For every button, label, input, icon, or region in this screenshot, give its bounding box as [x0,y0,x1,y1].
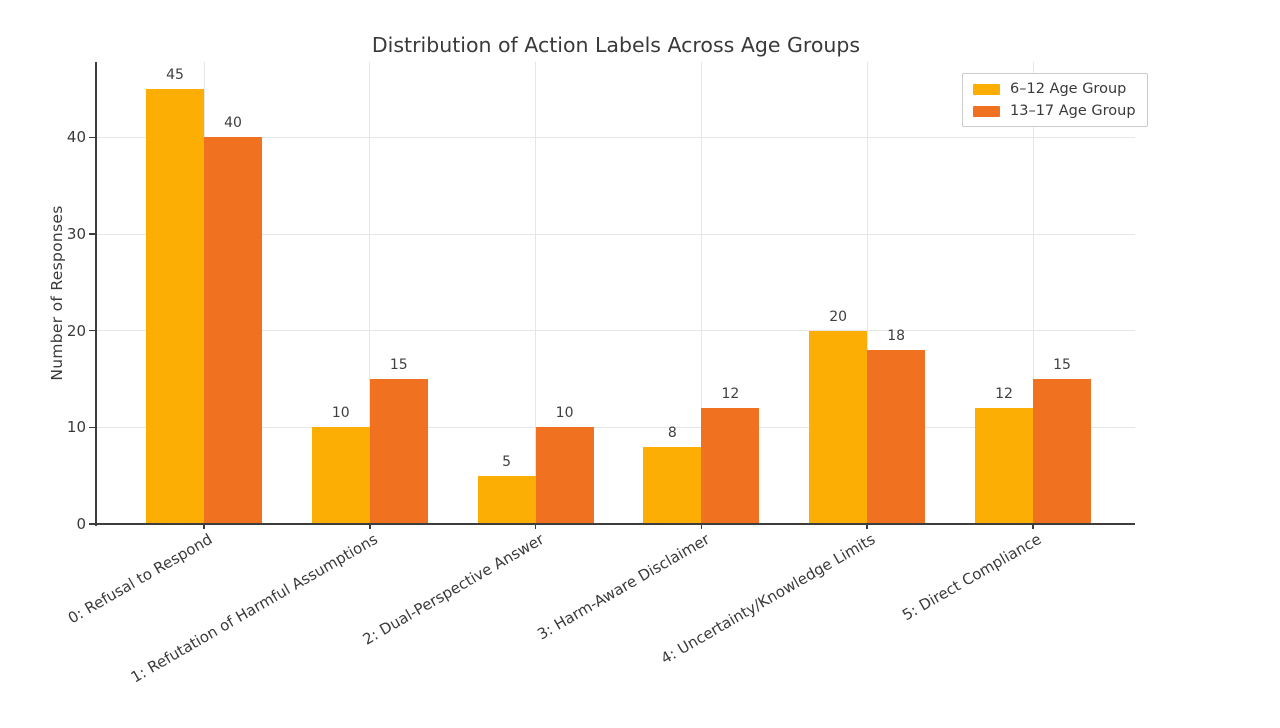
bar-series0-cat0 [146,89,204,524]
bar-value-label: 15 [389,357,408,374]
bar-value-label: 5 [502,453,512,470]
bar-series1-cat3 [701,408,760,524]
y-tick-label: 0 [76,515,86,533]
horizontal-gridline [97,330,1135,332]
bar-series0-cat5 [975,408,1033,524]
legend-label: 13–17 Age Group [1010,103,1136,119]
y-tick-mark [89,426,96,429]
bar-value-label: 10 [331,405,350,422]
x-tick-mark [1032,524,1034,529]
x-tick-label: 3: Harm-Aware Disclaimer [533,530,713,644]
chart-title: Distribution of Action Labels Across Age… [371,33,861,57]
bar-series1-cat2 [535,427,594,524]
bar-series1-cat5 [1033,379,1091,524]
bar-series0-cat3 [643,446,702,524]
bar-series1-cat1 [369,379,428,524]
legend-item: 6–12 Age Group [973,81,1136,97]
bar-series1-cat0 [204,137,262,524]
y-tick-label: 30 [66,225,86,244]
bar-series0-cat2 [477,475,536,524]
legend-swatch-series1 [973,105,1000,117]
horizontal-gridline [97,426,1135,428]
y-tick-mark [89,523,96,525]
vertical-gridline [1032,62,1034,524]
legend-label: 6–12 Age Group [1010,81,1127,97]
x-tick-label: 5: Direct Compliance [898,530,1044,625]
legend: 6–12 Age Group 13–17 Age Group [962,73,1148,127]
bar-series0-cat4 [809,330,868,524]
y-axis-line [95,62,97,526]
bar-value-label: 45 [166,67,184,84]
x-tick-mark [700,524,703,529]
x-tick-mark [866,524,868,529]
x-tick-mark [203,524,205,529]
vertical-gridline [700,62,702,524]
vertical-gridline [535,62,537,524]
x-tick-mark [534,524,537,529]
legend-swatch-series0 [973,83,1000,95]
x-axis-line [95,523,1135,525]
bar-value-label: 15 [1053,357,1071,374]
bar-series0-cat1 [311,427,370,524]
bar-series1-cat4 [867,350,926,524]
bar-value-label: 20 [829,308,848,325]
bar-value-label: 18 [887,328,906,345]
x-tick-label: 2: Dual-Perspective Answer [359,530,547,649]
vertical-gridline [369,62,371,524]
horizontal-gridline [97,136,1135,138]
y-tick-mark [89,233,96,235]
bar-value-label: 12 [721,386,740,403]
bar-value-label: 10 [555,405,574,422]
vertical-gridline [866,62,868,524]
y-tick-mark [89,329,96,332]
bar-value-label: 40 [224,115,242,132]
bar-value-label: 8 [667,424,677,441]
y-tick-label: 20 [66,321,86,340]
y-tick-label: 40 [66,128,86,147]
y-tick-label: 10 [66,418,86,437]
x-tick-mark [369,524,371,529]
bar-value-label: 12 [995,386,1013,403]
x-tick-label: 0: Refusal to Respond [64,530,215,628]
y-tick-mark [89,136,96,139]
horizontal-gridline [97,233,1135,235]
legend-item: 13–17 Age Group [973,103,1136,119]
